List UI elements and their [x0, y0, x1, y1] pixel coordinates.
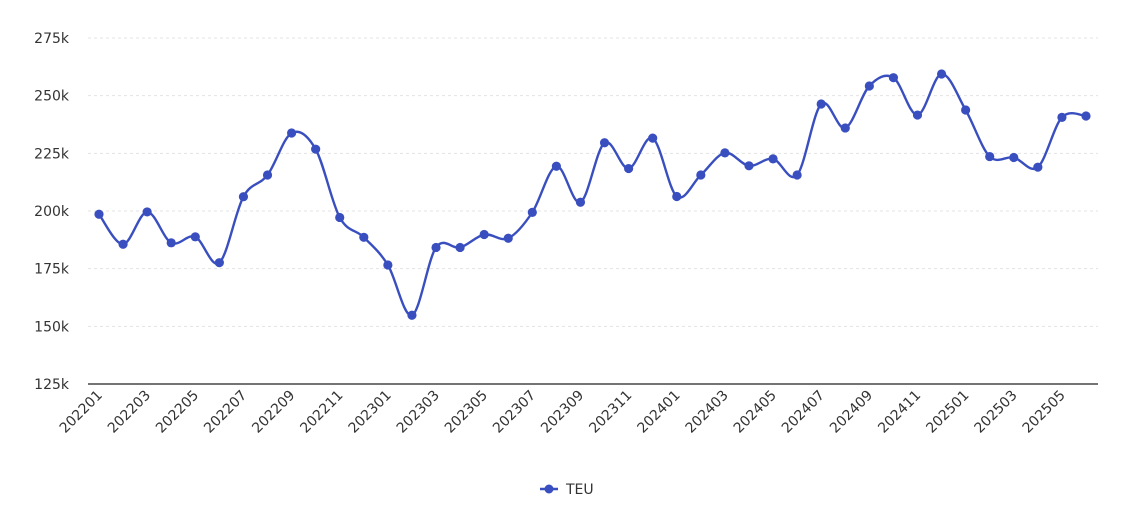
data-point[interactable]: [166, 238, 176, 248]
data-point[interactable]: [744, 161, 754, 171]
data-point[interactable]: [142, 207, 152, 217]
data-point[interactable]: [768, 154, 778, 164]
x-tick-label: 202505: [1020, 388, 1069, 437]
data-point[interactable]: [94, 209, 104, 219]
data-point[interactable]: [961, 105, 971, 115]
x-tick-label: 202403: [683, 388, 732, 437]
x-tick-label: 202409: [827, 388, 876, 437]
data-point[interactable]: [311, 144, 321, 154]
y-axis-ticks: 125k 150k 175k 200k 225k 250k 275k: [34, 31, 70, 393]
data-point[interactable]: [503, 233, 513, 243]
data-point[interactable]: [575, 197, 586, 207]
data-point[interactable]: [720, 148, 730, 158]
data-point[interactable]: [696, 170, 706, 180]
data-point[interactable]: [214, 258, 224, 268]
y-tick-label: 225k: [34, 146, 70, 162]
data-point[interactable]: [888, 73, 899, 83]
data-point[interactable]: [479, 229, 489, 240]
data-point[interactable]: [624, 163, 634, 174]
data-point[interactable]: [262, 170, 273, 180]
x-tick-label: 202405: [731, 388, 780, 437]
x-tick-label: 202311: [586, 388, 635, 437]
data-point[interactable]: [527, 207, 537, 217]
data-point[interactable]: [118, 239, 128, 249]
y-tick-label: 200k: [34, 204, 70, 220]
y-tick-label: 125k: [34, 377, 70, 393]
legend-label-teu: TEU: [565, 482, 594, 498]
x-tick-label: 202203: [105, 388, 154, 437]
y-tick-label: 275k: [34, 31, 70, 47]
data-point[interactable]: [455, 242, 465, 253]
x-tick-label: 202503: [971, 388, 1020, 437]
x-tick-label: 202307: [490, 388, 539, 437]
data-point[interactable]: [190, 232, 200, 242]
x-tick-label: 202211: [297, 388, 346, 437]
x-tick-label: 202407: [779, 388, 828, 437]
data-point[interactable]: [431, 242, 441, 253]
x-tick-label: 202305: [442, 388, 491, 437]
data-point[interactable]: [672, 191, 682, 202]
y-tick-label: 250k: [34, 89, 70, 105]
data-point[interactable]: [648, 133, 658, 143]
data-point[interactable]: [359, 232, 369, 242]
x-tick-label: 202301: [346, 388, 395, 437]
data-point[interactable]: [1057, 112, 1067, 122]
data-point[interactable]: [1009, 152, 1019, 163]
x-tick-label: 202303: [394, 388, 443, 437]
x-axis-ticks: 202201 202203 202205 202207 202209 202211 2023…: [57, 388, 1069, 437]
grid-lines: [88, 37, 1098, 327]
data-point[interactable]: [792, 170, 802, 180]
data-point[interactable]: [840, 123, 850, 133]
data-point[interactable]: [599, 138, 610, 148]
y-tick-label: 150k: [34, 319, 70, 335]
series-points-teu: [94, 69, 1091, 320]
data-point[interactable]: [816, 99, 826, 109]
x-tick-label: 202201: [57, 388, 106, 437]
data-point[interactable]: [912, 110, 923, 120]
y-tick-label: 175k: [34, 262, 70, 278]
data-point[interactable]: [407, 310, 417, 320]
data-point[interactable]: [1081, 111, 1091, 121]
x-tick-label: 202205: [153, 388, 202, 437]
data-point[interactable]: [936, 69, 947, 79]
x-tick-label: 202401: [634, 388, 683, 437]
data-point[interactable]: [335, 212, 345, 223]
data-point[interactable]: [864, 81, 874, 91]
legend-dot-marker: [544, 484, 554, 494]
data-point[interactable]: [985, 151, 995, 162]
data-point[interactable]: [238, 192, 249, 202]
data-point[interactable]: [551, 161, 561, 171]
data-point[interactable]: [286, 128, 297, 138]
x-tick-label: 202309: [538, 388, 587, 437]
x-tick-label: 202501: [923, 388, 972, 437]
data-point[interactable]: [1033, 162, 1043, 172]
x-tick-label: 202411: [875, 388, 924, 437]
x-tick-label: 202207: [201, 388, 250, 437]
x-tick-label: 202209: [249, 388, 298, 437]
data-point[interactable]: [383, 260, 393, 270]
legend[interactable]: TEU: [540, 482, 594, 498]
